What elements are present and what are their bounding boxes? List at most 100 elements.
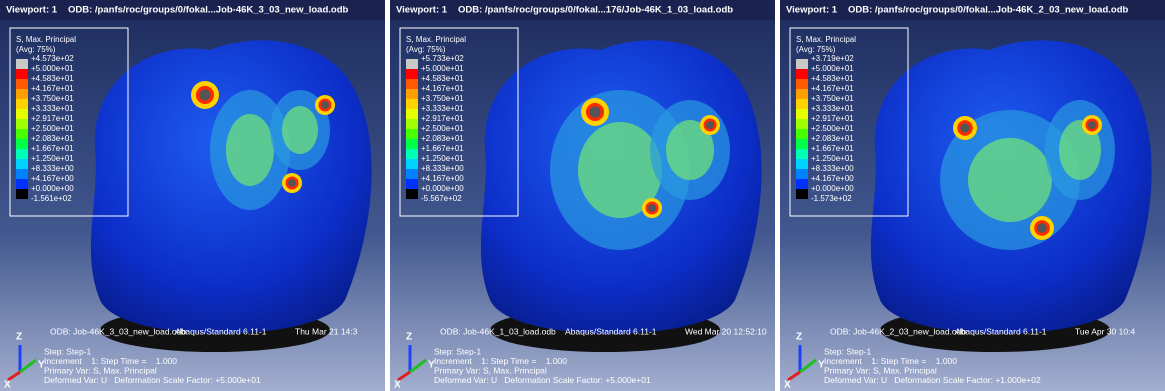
hot-spot [321, 101, 329, 109]
footer-primary-var: Primary Var: S, Max. Principal [44, 365, 157, 375]
footer-deformed-var: Deformed Var: U Deformation Scale Factor… [824, 375, 1041, 385]
footer-primary-var: Primary Var: S, Max. Principal [824, 365, 937, 375]
legend-label: -1.573e+02 [811, 194, 852, 203]
legend-label: +1.250e+01 [421, 154, 464, 163]
legend-label: +5.733e+02 [421, 54, 464, 63]
legend-label: +3.333e+01 [31, 104, 74, 113]
legend-label: +4.167e+01 [421, 84, 464, 93]
legend-band [796, 119, 808, 129]
legend-label: +2.500e+01 [31, 124, 74, 133]
legend-band [406, 179, 418, 189]
legend-label: +4.167e+00 [31, 174, 74, 183]
legend-label: +4.583e+01 [811, 74, 854, 83]
legend-averaging: (Avg: 75%) [796, 45, 836, 54]
screenshot: Viewport: 1ODB: /panfs/roc/groups/0/foka… [0, 0, 1165, 391]
legend-band [796, 159, 808, 169]
legend-label: +1.667e+01 [421, 144, 464, 153]
legend-title: S, Max. Principal [16, 35, 76, 44]
legend-band [16, 119, 28, 129]
hot-spot [648, 204, 656, 212]
legend-band [16, 109, 28, 119]
odb-path: ODB: /panfs/roc/groups/0/fokal...176/Job… [458, 5, 733, 16]
legend-band [406, 79, 418, 89]
footer-date: Thu Mar 21 14:3 [295, 326, 358, 336]
hot-spot [706, 121, 714, 129]
legend-band [796, 59, 808, 69]
footer-odb: ODB: Job-46K_1_03_load.odb [440, 326, 556, 336]
triad-label: X [784, 380, 791, 391]
stress-region [282, 106, 318, 154]
legend-band [16, 59, 28, 69]
legend-band [406, 189, 418, 199]
legend-band [16, 79, 28, 89]
hot-spot [288, 179, 296, 187]
triad-label: X [4, 380, 11, 391]
legend-label: +4.167e+01 [811, 84, 854, 93]
footer-primary-var: Primary Var: S, Max. Principal [434, 365, 547, 375]
legend-label: +3.719e+02 [811, 54, 854, 63]
footer-step: Step: Step-1 [824, 346, 872, 356]
legend-label: +4.583e+01 [31, 74, 74, 83]
legend-band [16, 189, 28, 199]
legend-label: +4.167e+00 [811, 174, 854, 183]
legend-band [796, 129, 808, 139]
legend-band [796, 69, 808, 79]
legend-label: +2.917e+01 [421, 114, 464, 123]
legend-band [16, 139, 28, 149]
legend-label: +1.250e+01 [811, 154, 854, 163]
footer-solver: Abaqus/Standard 6.11-1 [565, 326, 657, 336]
footer-increment: Increment 1: Step Time = 1.000 [434, 356, 567, 366]
legend-band [16, 99, 28, 109]
legend-band [16, 149, 28, 159]
footer-step: Step: Step-1 [44, 346, 92, 356]
legend-label: +3.333e+01 [421, 104, 464, 113]
triad-label: Z [16, 332, 22, 343]
legend-band [16, 179, 28, 189]
legend-label: +3.750e+01 [421, 94, 464, 103]
legend-band [16, 89, 28, 99]
legend-label: +8.333e+00 [31, 164, 74, 173]
triad-label: Y [818, 360, 825, 371]
legend-title: S, Max. Principal [796, 35, 856, 44]
legend-label: -5.567e+02 [421, 194, 462, 203]
footer-date: Tue Apr 30 10:4 [1075, 326, 1135, 336]
footer-solver: Abaqus/Standard 6.11-1 [955, 326, 1047, 336]
legend-label: +3.750e+01 [811, 94, 854, 103]
footer-deformed-var: Deformed Var: U Deformation Scale Factor… [44, 375, 261, 385]
legend-label: +0.000e+00 [811, 184, 854, 193]
legend-label: +0.000e+00 [421, 184, 464, 193]
hot-spot [960, 123, 970, 133]
triad-label: X [394, 380, 401, 391]
legend-band [406, 169, 418, 179]
legend-label: +1.667e+01 [811, 144, 854, 153]
legend-label: +2.500e+01 [421, 124, 464, 133]
legend-band [406, 109, 418, 119]
legend-label: +2.083e+01 [421, 134, 464, 143]
hot-spot [1088, 121, 1096, 129]
legend-label: +8.333e+00 [811, 164, 854, 173]
viewport: Viewport: 1ODB: /panfs/roc/groups/0/foka… [0, 0, 385, 391]
legend-band [796, 149, 808, 159]
legend-label: +4.583e+01 [421, 74, 464, 83]
stress-region [226, 114, 274, 186]
legend-label: +5.000e+01 [421, 64, 464, 73]
legend-band [16, 159, 28, 169]
legend-band [406, 59, 418, 69]
legend-label: +2.500e+01 [811, 124, 854, 133]
legend-band [796, 99, 808, 109]
legend-label: +3.750e+01 [31, 94, 74, 103]
legend-band [16, 169, 28, 179]
legend-label: +5.000e+01 [811, 64, 854, 73]
legend-band [406, 99, 418, 109]
footer-odb: ODB: Job-46K_2_03_new_load.odb [830, 326, 966, 336]
legend-averaging: (Avg: 75%) [16, 45, 56, 54]
legend-label: +5.000e+01 [31, 64, 74, 73]
legend-band [796, 179, 808, 189]
legend-label: +2.083e+01 [31, 134, 74, 143]
footer-deformed-var: Deformed Var: U Deformation Scale Factor… [434, 375, 651, 385]
legend-band [406, 159, 418, 169]
legend-band [796, 169, 808, 179]
triad-label: Y [38, 360, 45, 371]
legend-label: +2.917e+01 [811, 114, 854, 123]
